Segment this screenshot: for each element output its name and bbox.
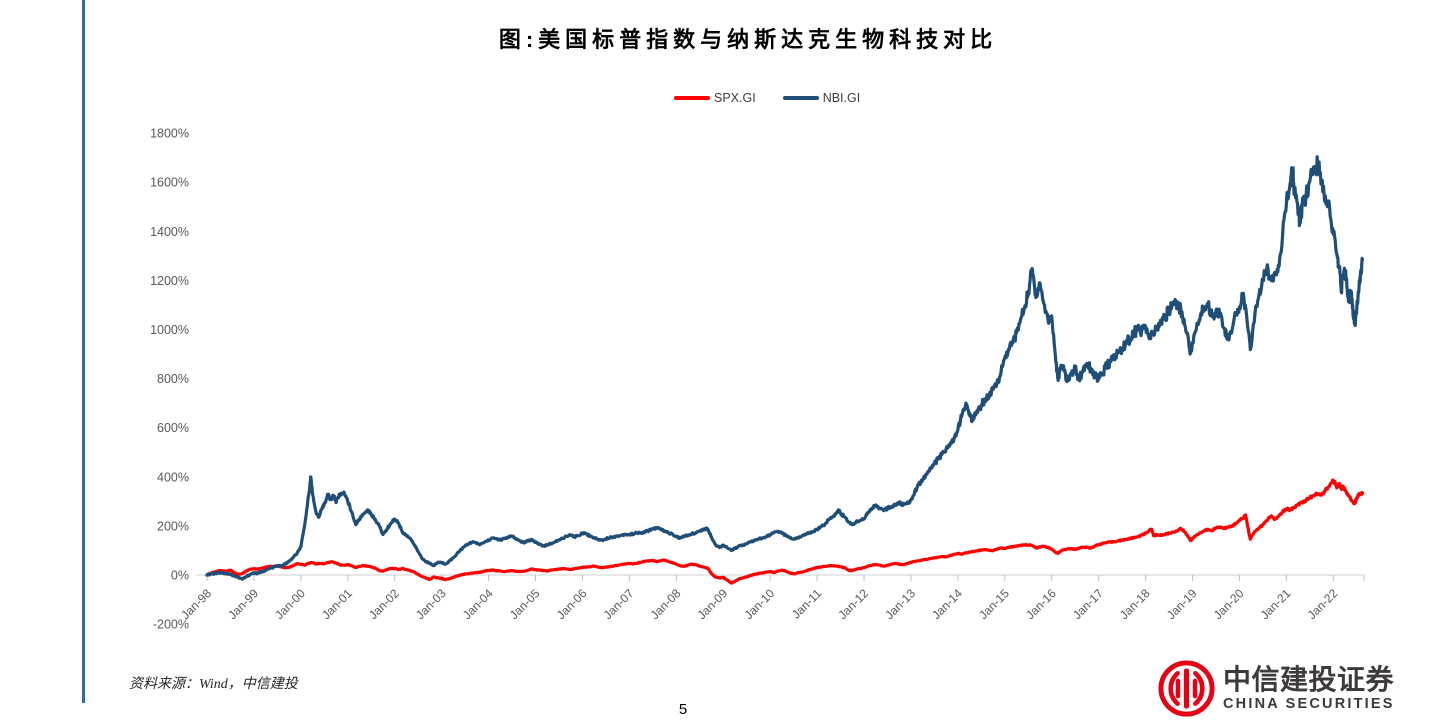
svg-text:Jan-02: Jan-02 [366,586,402,622]
svg-text:1200%: 1200% [150,274,189,288]
legend-item-spx: SPX.GI [674,91,756,105]
svg-text:Jan-11: Jan-11 [789,586,824,621]
svg-text:Jan-01: Jan-01 [319,586,355,622]
svg-text:Jan-16: Jan-16 [1023,586,1059,622]
svg-text:Jan-17: Jan-17 [1070,586,1106,622]
svg-text:600%: 600% [157,421,189,435]
svg-text:Jan-15: Jan-15 [976,586,1012,622]
citic-logo-icon [1158,660,1215,717]
chart-legend: SPX.GI NBI.GI [674,90,860,105]
svg-text:-200%: -200% [153,618,189,632]
logo-company-name-cn: 中信建投证券 [1223,663,1395,695]
svg-text:Jan-09: Jan-09 [694,586,730,622]
svg-text:1000%: 1000% [150,323,189,337]
svg-text:Jan-22: Jan-22 [1305,586,1341,622]
svg-text:Jan-06: Jan-06 [554,586,590,622]
source-note: 资料来源：Wind，中信建投 [129,677,298,692]
svg-text:Jan-10: Jan-10 [741,586,777,622]
svg-text:Jan-13: Jan-13 [882,586,918,622]
svg-text:0%: 0% [171,569,189,583]
svg-text:400%: 400% [157,470,189,484]
nbi-line-swatch-icon [782,95,819,100]
page-accent-border [82,0,85,703]
svg-text:Jan-04: Jan-04 [460,586,496,622]
chart-title: 图:美国标普指数与纳斯达克生物科技对比 [498,27,998,52]
svg-text:Jan-20: Jan-20 [1211,586,1247,622]
svg-text:Jan-99: Jan-99 [225,586,261,622]
spx-line-swatch-icon [674,95,710,100]
svg-text:Jan-12: Jan-12 [835,586,871,622]
svg-text:Jan-03: Jan-03 [413,586,449,622]
svg-text:Jan-07: Jan-07 [601,586,637,622]
svg-text:800%: 800% [157,372,189,386]
legend-item-nbi: NBI.GI [782,90,861,105]
svg-text:Jan-00: Jan-00 [272,586,308,622]
svg-text:Jan-18: Jan-18 [1117,586,1153,622]
svg-text:200%: 200% [157,519,189,533]
company-logo-text: 中信建投证券 CHINA SECURITIES [1223,663,1395,713]
logo-company-name-en: CHINA SECURITIES [1223,696,1395,713]
svg-text:Jan-19: Jan-19 [1164,586,1200,622]
company-logo: 中信建投证券 CHINA SECURITIES [1157,659,1395,718]
line-chart: Jan-98 Jan-99 Jan-00 Jan-01 Jan-02 Jan-03 Jan-… [150,127,1365,632]
legend-label-nbi: NBI.GI [822,90,861,105]
svg-text:1600%: 1600% [150,176,189,190]
legend-label-spx: SPX.GI [714,90,756,105]
svg-text:1400%: 1400% [150,225,189,239]
svg-text:Jan-21: Jan-21 [1258,586,1294,622]
svg-text:Jan-05: Jan-05 [507,586,543,622]
svg-text:Jan-08: Jan-08 [648,586,684,622]
svg-text:1800%: 1800% [150,127,189,141]
svg-text:Jan-14: Jan-14 [929,586,965,622]
page-number: 5 [678,701,688,718]
